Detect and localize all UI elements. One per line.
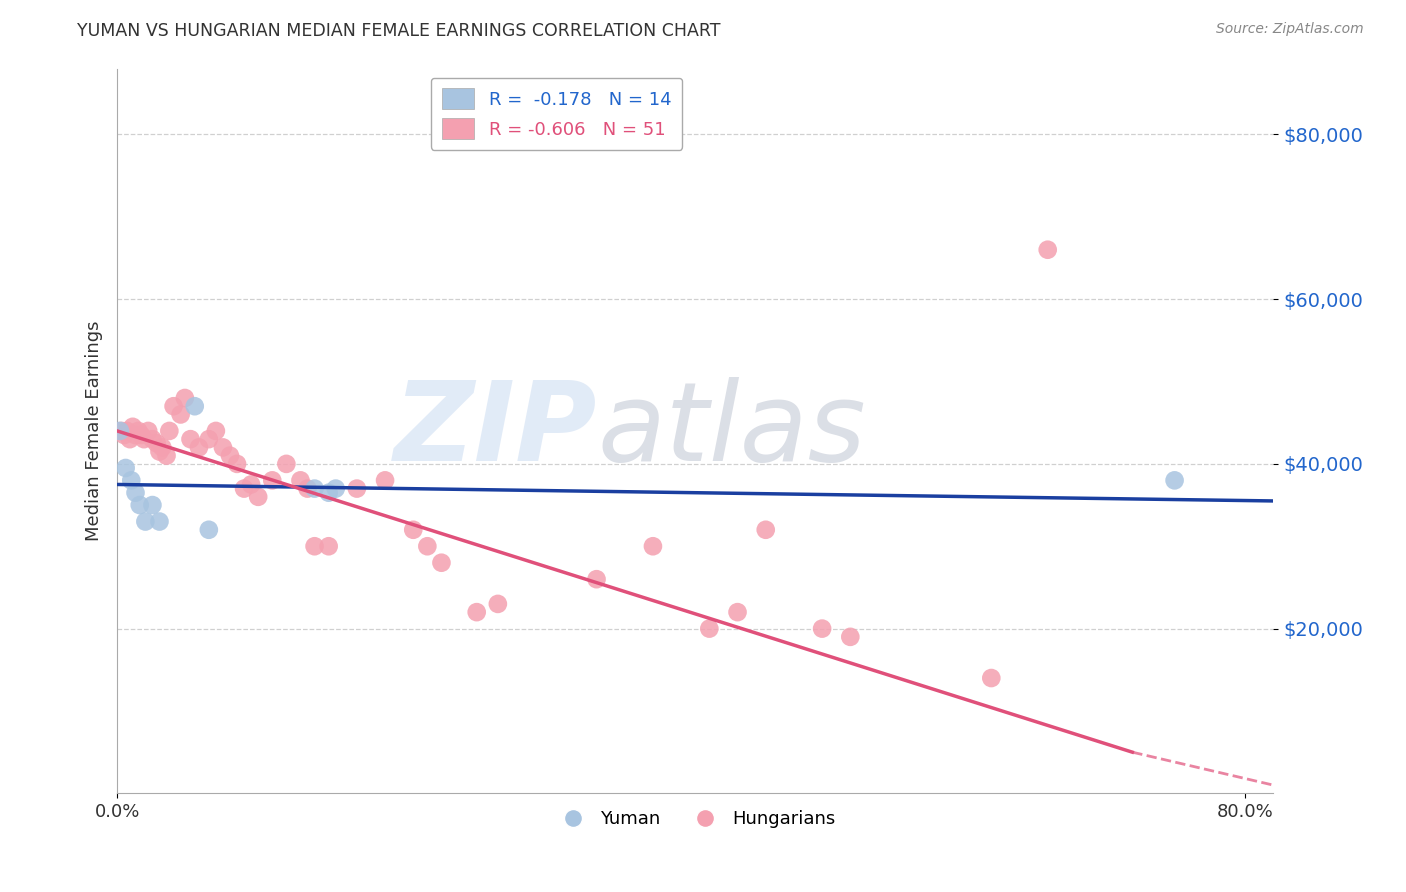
Point [114, 461, 136, 475]
Point [129, 428, 152, 442]
Point [325, 482, 347, 496]
Point [108, 424, 131, 438]
Point [212, 441, 235, 455]
Point [134, 515, 156, 529]
Point [374, 474, 396, 488]
Point [148, 515, 170, 529]
Text: YUMAN VS HUNGARIAN MEDIAN FEMALE EARNINGS CORRELATION CHART: YUMAN VS HUNGARIAN MEDIAN FEMALE EARNING… [77, 22, 721, 40]
Point [811, 622, 834, 636]
Point [430, 556, 453, 570]
Point [162, 399, 184, 413]
Point [179, 432, 201, 446]
Point [128, 498, 150, 512]
Point [145, 436, 167, 450]
Point [304, 539, 326, 553]
Point [141, 432, 163, 446]
Point [233, 482, 256, 496]
Point [188, 441, 211, 455]
Point [247, 490, 270, 504]
Point [136, 424, 159, 438]
Point [402, 523, 425, 537]
Point [124, 428, 146, 442]
Point [148, 444, 170, 458]
Point [318, 485, 340, 500]
Point [1163, 474, 1185, 488]
Point [465, 605, 488, 619]
Point [115, 424, 138, 438]
Point [219, 449, 242, 463]
Point [240, 477, 263, 491]
Point [839, 630, 862, 644]
Text: ZIP: ZIP [394, 377, 598, 484]
Point [169, 408, 191, 422]
Point [155, 449, 177, 463]
Text: atlas: atlas [598, 377, 866, 484]
Point [641, 539, 664, 553]
Point [173, 391, 195, 405]
Point [110, 424, 132, 438]
Point [198, 432, 221, 446]
Point [112, 428, 135, 442]
Point [486, 597, 509, 611]
Point [226, 457, 249, 471]
Point [290, 474, 312, 488]
Y-axis label: Median Female Earnings: Median Female Earnings [86, 321, 103, 541]
Point [318, 539, 340, 553]
Point [141, 498, 163, 512]
Point [980, 671, 1002, 685]
Point [262, 474, 284, 488]
Text: Source: ZipAtlas.com: Source: ZipAtlas.com [1216, 22, 1364, 37]
Point [727, 605, 749, 619]
Point [276, 457, 298, 471]
Point [132, 432, 155, 446]
Legend: Yuman, Hungarians: Yuman, Hungarians [547, 803, 842, 835]
Point [205, 424, 228, 438]
Point [699, 622, 721, 636]
Point [150, 441, 173, 455]
Point [416, 539, 439, 553]
Point [585, 572, 607, 586]
Point [124, 485, 146, 500]
Point [127, 424, 149, 438]
Point [304, 482, 326, 496]
Point [1036, 243, 1059, 257]
Point [121, 419, 143, 434]
Point [157, 424, 180, 438]
Point [297, 482, 319, 496]
Point [346, 482, 368, 496]
Point [120, 474, 142, 488]
Point [184, 399, 207, 413]
Point [198, 523, 221, 537]
Point [755, 523, 778, 537]
Point [118, 432, 141, 446]
